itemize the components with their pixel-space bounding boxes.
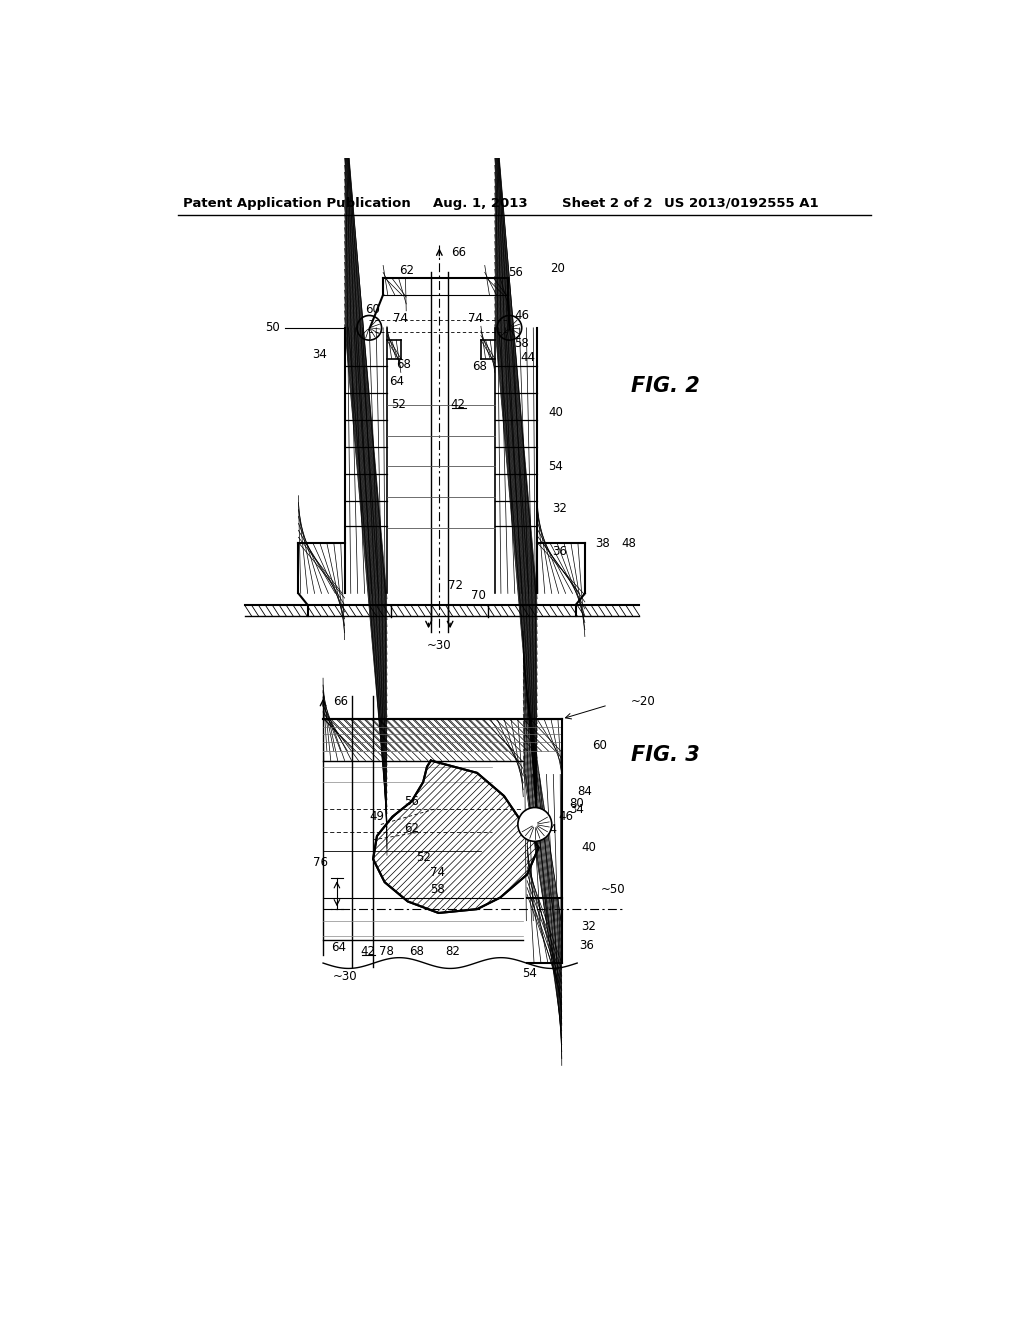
Text: 74: 74 (392, 312, 408, 325)
Circle shape (518, 808, 552, 841)
Text: ~30: ~30 (427, 639, 452, 652)
Text: 60: 60 (365, 302, 380, 315)
Text: 58: 58 (514, 337, 528, 350)
Text: 74: 74 (429, 866, 444, 879)
Text: ~30: ~30 (333, 970, 357, 983)
Text: 68: 68 (395, 358, 411, 371)
Text: 42: 42 (360, 945, 375, 958)
Text: Patent Application Publication: Patent Application Publication (183, 197, 411, 210)
Text: 84: 84 (578, 785, 592, 797)
Text: 64: 64 (389, 375, 403, 388)
Text: 40: 40 (581, 841, 596, 854)
Text: 49: 49 (370, 810, 385, 824)
Text: 74: 74 (468, 312, 483, 325)
Text: 34: 34 (312, 348, 328, 362)
Text: 66: 66 (333, 694, 348, 708)
Text: ~50: ~50 (600, 883, 625, 896)
Text: 72: 72 (449, 579, 463, 593)
Text: 56: 56 (404, 795, 419, 808)
Text: 36: 36 (580, 939, 594, 952)
Text: US 2013/0192555 A1: US 2013/0192555 A1 (665, 197, 819, 210)
Text: 78: 78 (379, 945, 393, 958)
Text: 68: 68 (410, 945, 424, 958)
Text: FIG. 2: FIG. 2 (631, 376, 699, 396)
Text: 42: 42 (451, 399, 465, 412)
Text: 80: 80 (569, 797, 585, 810)
Text: Sheet 2 of 2: Sheet 2 of 2 (562, 197, 652, 210)
Text: 40: 40 (548, 407, 563, 418)
Text: 38: 38 (596, 537, 610, 550)
Text: FIG. 3: FIG. 3 (631, 746, 699, 766)
Text: 20: 20 (550, 261, 565, 275)
Text: 82: 82 (445, 945, 460, 958)
Text: 46: 46 (558, 810, 572, 824)
Text: 62: 62 (404, 822, 419, 834)
Text: 48: 48 (622, 537, 637, 550)
Text: ~20: ~20 (631, 694, 655, 708)
Text: 32: 32 (581, 920, 596, 933)
Text: 68: 68 (472, 360, 486, 372)
Text: 52: 52 (391, 399, 406, 412)
Text: Aug. 1, 2013: Aug. 1, 2013 (433, 197, 527, 210)
Text: 54: 54 (548, 459, 563, 473)
Text: 44: 44 (520, 351, 536, 363)
Text: 32: 32 (553, 502, 567, 515)
Text: 52: 52 (416, 851, 431, 865)
Text: 44: 44 (543, 824, 557, 837)
Text: 66: 66 (451, 246, 466, 259)
Text: 70: 70 (471, 589, 486, 602)
Text: 46: 46 (514, 309, 529, 322)
Text: 62: 62 (399, 264, 414, 277)
Text: 76: 76 (312, 857, 328, 870)
Text: 60: 60 (593, 739, 607, 751)
Text: 58: 58 (430, 883, 444, 896)
Text: 64: 64 (331, 941, 346, 954)
Text: 36: 36 (553, 545, 567, 557)
Text: 50: 50 (265, 321, 280, 334)
Text: 34: 34 (569, 803, 585, 816)
Text: 56: 56 (508, 265, 522, 279)
Text: 54: 54 (522, 966, 537, 979)
